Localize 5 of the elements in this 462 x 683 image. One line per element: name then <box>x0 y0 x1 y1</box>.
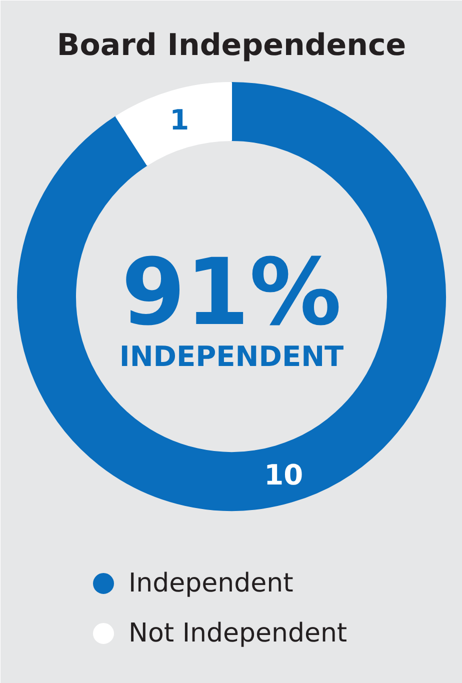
legend-label: Not Independent <box>128 618 348 648</box>
chart-title: Board Independence <box>56 28 406 63</box>
data-label: 1 <box>170 103 190 136</box>
legend-label: Independent <box>128 568 294 598</box>
data-label: 10 <box>264 458 304 492</box>
